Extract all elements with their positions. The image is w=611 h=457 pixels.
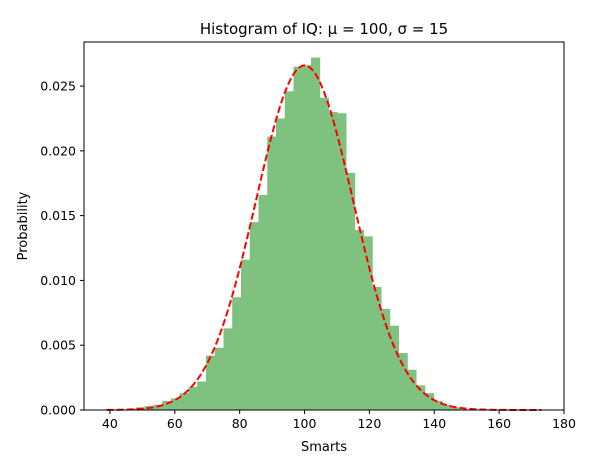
histogram-bar xyxy=(372,286,382,410)
histogram-bar xyxy=(363,236,373,410)
histogram-bar xyxy=(389,325,399,410)
x-tick-label: 180 xyxy=(552,416,576,431)
histogram-bar xyxy=(258,194,268,410)
histogram-bar xyxy=(267,136,277,410)
histogram-bar xyxy=(170,398,181,410)
histogram-bar xyxy=(276,118,286,410)
y-axis-ticks: 0.000 0.005 0.010 0.015 0.020 0.025 xyxy=(40,79,84,418)
histogram-bar xyxy=(240,259,251,410)
x-tick-label: 120 xyxy=(357,416,381,431)
x-axis-label: Smarts xyxy=(301,440,347,455)
histogram-bar xyxy=(205,355,216,410)
histogram-bar xyxy=(223,328,233,410)
histogram-bar xyxy=(153,404,163,410)
x-tick-label: 100 xyxy=(293,416,317,431)
histogram-bar xyxy=(433,400,443,410)
histogram-bar xyxy=(451,407,461,410)
histogram-bar xyxy=(319,97,329,410)
y-tick-label: 0.020 xyxy=(40,143,76,158)
histogram-bar xyxy=(381,308,391,410)
histogram-bar xyxy=(337,113,347,411)
histogram-bar xyxy=(214,347,224,410)
y-tick-label: 0.015 xyxy=(40,208,76,223)
x-axis-ticks: 40 60 80 100 120 140 160 180 xyxy=(102,410,576,431)
histogram-bar xyxy=(302,65,312,410)
x-tick-label: 140 xyxy=(422,416,446,431)
histogram-bar xyxy=(416,385,426,410)
histogram-bar xyxy=(398,352,408,410)
histogram-bar xyxy=(442,404,452,410)
histogram-bar xyxy=(197,381,207,410)
chart-title: Histogram of IQ: μ = 100, σ = 15 xyxy=(200,20,448,38)
histogram-bar xyxy=(328,111,338,410)
x-tick-label: 40 xyxy=(102,416,118,431)
plot-frame xyxy=(83,41,565,411)
normal-pdf-line xyxy=(106,64,542,411)
histogram-bar xyxy=(407,369,417,410)
histogram-bar xyxy=(232,297,242,410)
x-tick-label: 160 xyxy=(487,416,511,431)
y-tick-label: 0.000 xyxy=(40,403,76,418)
histogram-bar xyxy=(188,386,198,410)
y-tick-label: 0.025 xyxy=(40,79,76,94)
histogram-bar xyxy=(179,393,189,410)
y-axis-label: Probability xyxy=(16,191,31,260)
x-tick-label: 60 xyxy=(167,416,183,431)
histogram-bar xyxy=(424,393,435,410)
y-tick-label: 0.010 xyxy=(40,273,76,288)
histogram-bar xyxy=(249,222,259,410)
y-tick-label: 0.005 xyxy=(40,338,76,353)
histogram-bar xyxy=(284,91,294,411)
histogram-bar xyxy=(162,400,172,410)
histogram-bar xyxy=(311,57,321,411)
x-tick-label: 80 xyxy=(232,416,248,431)
histogram-bar xyxy=(346,172,356,410)
histogram-bars xyxy=(127,57,461,411)
histogram-bar xyxy=(293,66,303,411)
histogram-bar xyxy=(354,229,364,410)
